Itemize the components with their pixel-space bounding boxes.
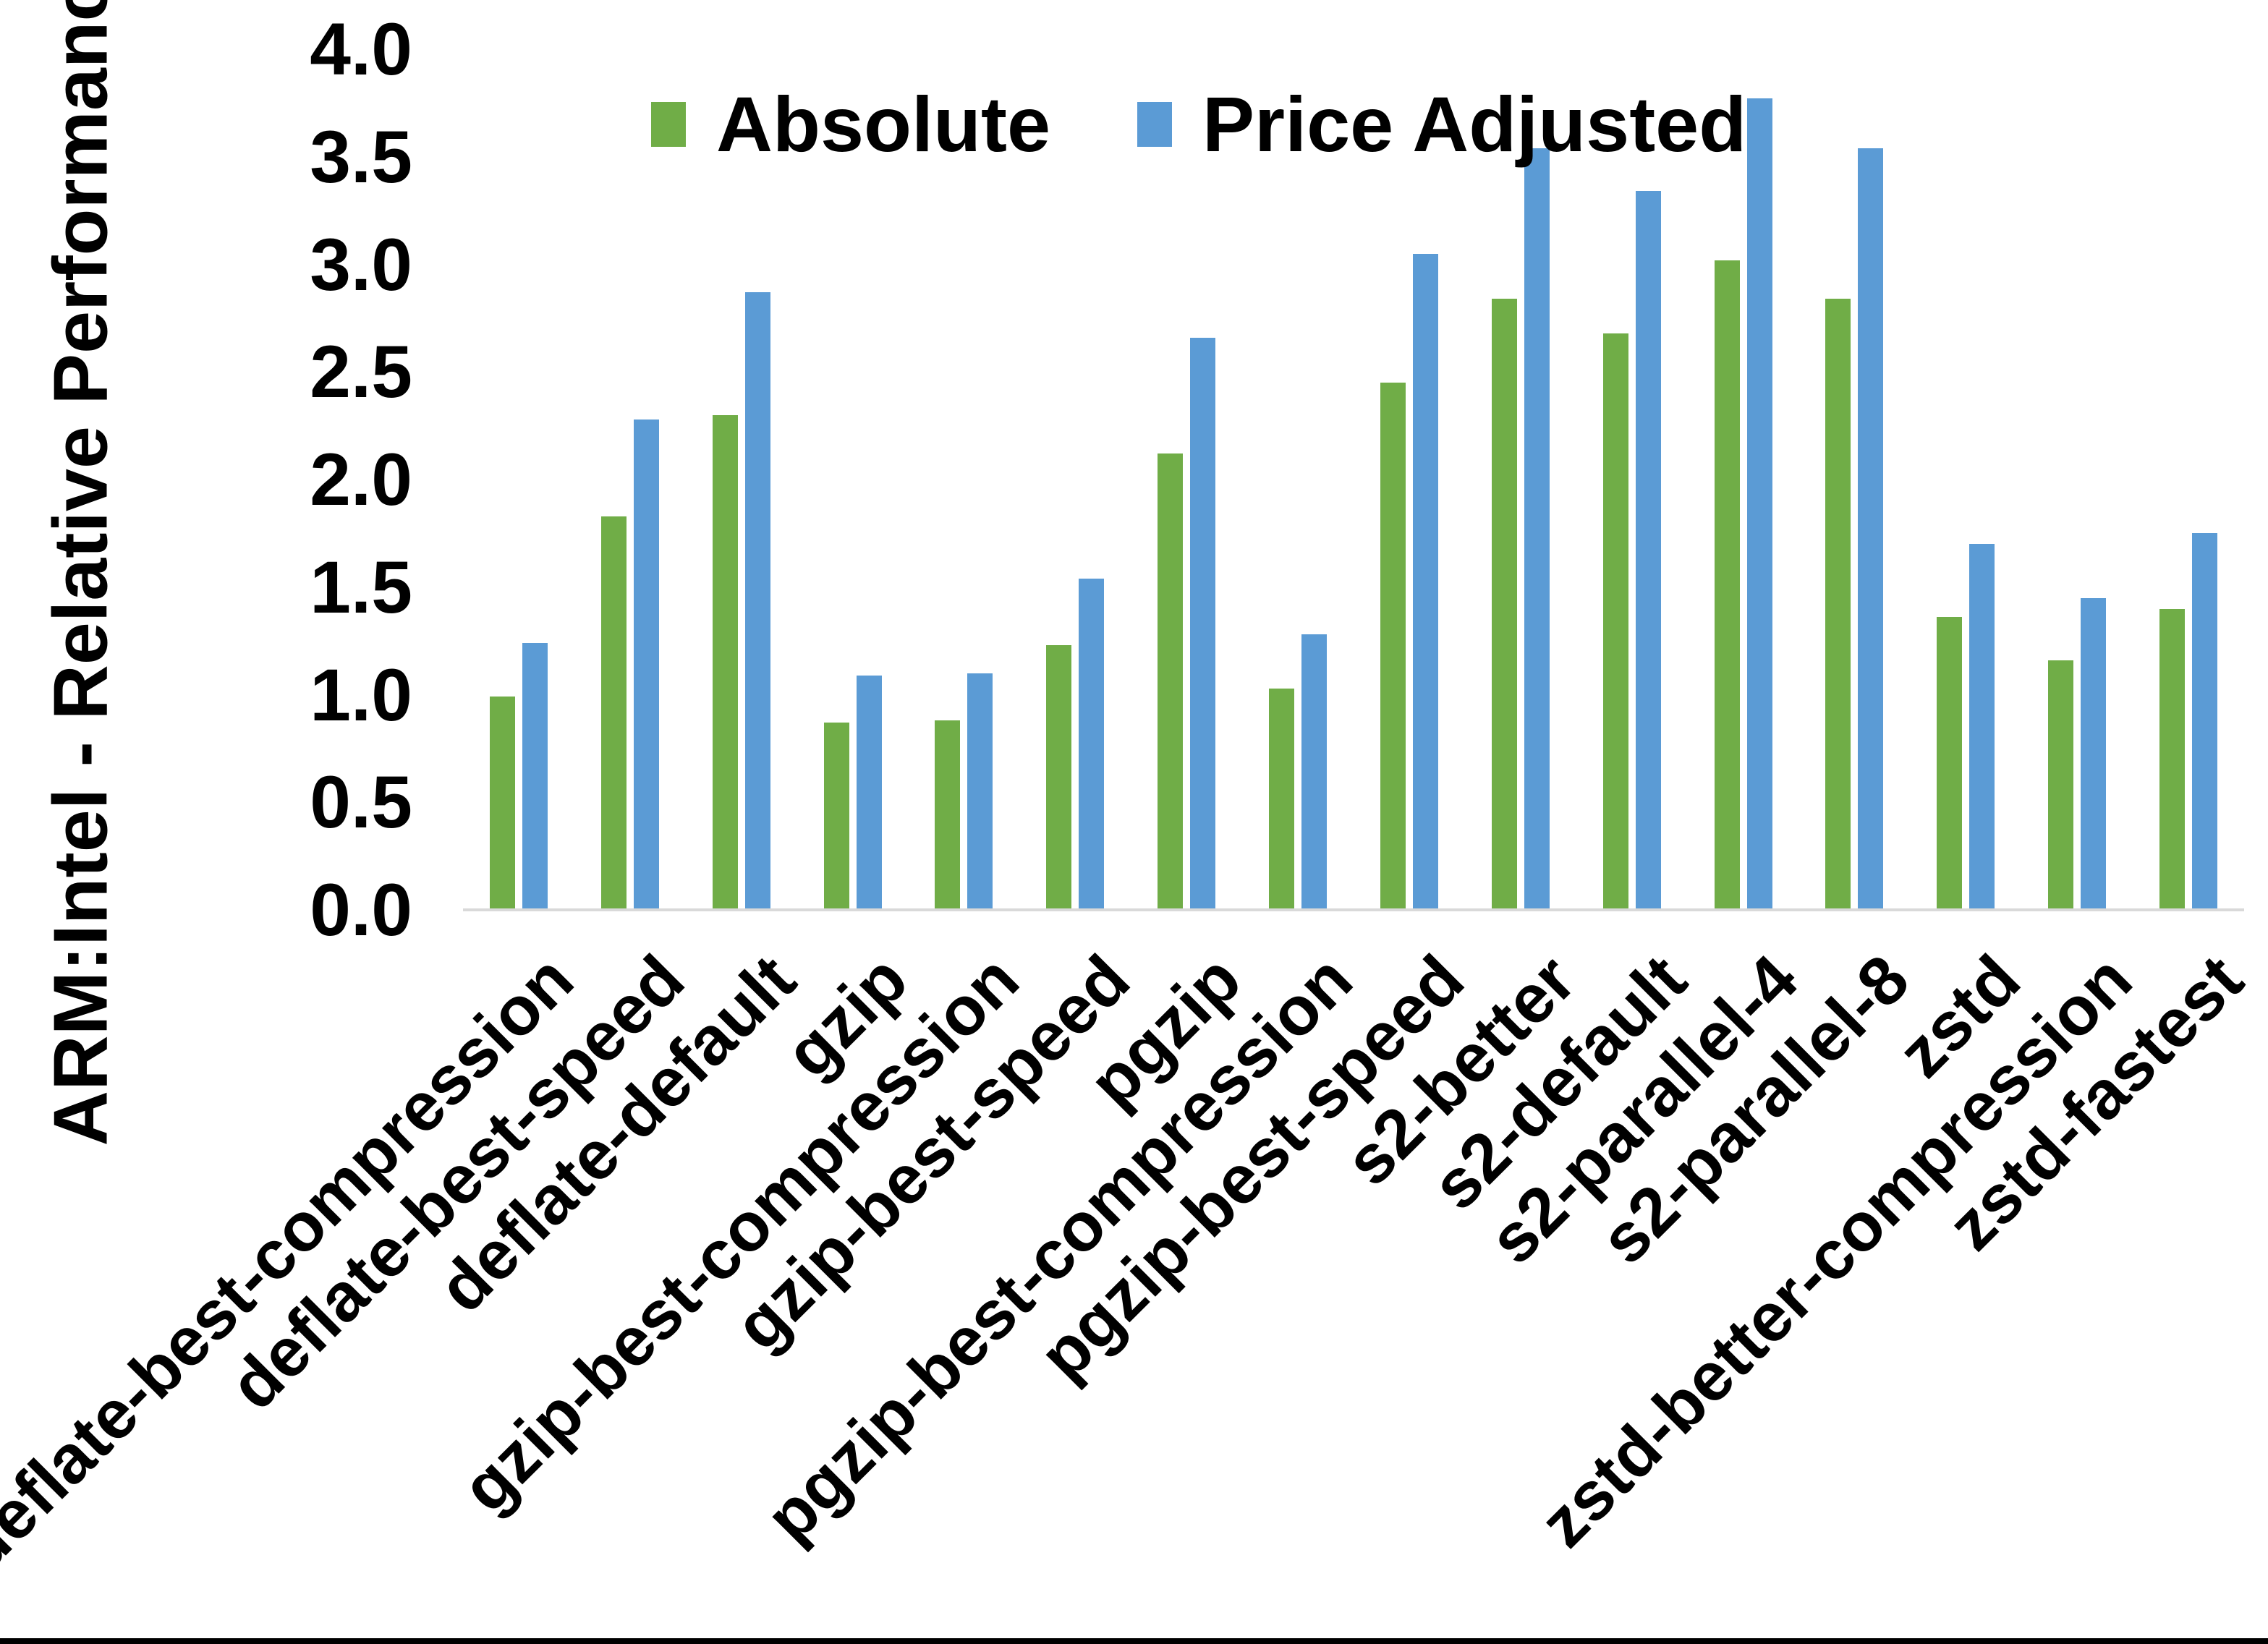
y-tick-label-0.5: 0.5 — [310, 761, 412, 844]
bar-absolute-s2-default — [1602, 333, 1628, 910]
bar-absolute-deflate-default — [712, 414, 738, 910]
bar-price-adjusted-gzip-best-speed — [1079, 578, 1105, 910]
bar-price-adjusted-zstd-better-compression — [2081, 597, 2107, 910]
bar-absolute-gzip — [823, 723, 849, 910]
legend-label: Price Adjusted — [1202, 80, 1747, 168]
y-tick-label-1.5: 1.5 — [310, 545, 412, 629]
legend-label: Absolute — [716, 80, 1051, 168]
legend-item-price-adjusted: Price Adjusted — [1137, 85, 1746, 163]
bar-absolute-zstd-fastest — [2159, 608, 2186, 910]
bar-price-adjusted-s2-default — [1635, 191, 1661, 910]
bar-absolute-s2-parallel-4 — [1714, 260, 1740, 910]
y-tick-label-2.5: 2.5 — [310, 331, 412, 414]
bar-price-adjusted-pgzip-best-compression — [1301, 634, 1328, 910]
bar-absolute-zstd — [1937, 617, 1963, 910]
bar-price-adjusted-deflate-best-compression — [522, 643, 548, 910]
bar-price-adjusted-deflate-default — [744, 292, 770, 910]
y-tick-label-1.0: 1.0 — [310, 653, 412, 736]
bar-price-adjusted-s2-parallel-4 — [1746, 98, 1772, 910]
bar-price-adjusted-gzip-best-compression — [967, 673, 993, 910]
bar-absolute-pgzip — [1158, 453, 1184, 910]
bar-price-adjusted-s2-parallel-8 — [1858, 148, 1884, 910]
legend-item-absolute: Absolute — [651, 85, 1050, 163]
bar-absolute-s2-parallel-8 — [1825, 299, 1851, 910]
y-tick-label-0.0: 0.0 — [310, 869, 412, 951]
legend: Absolute Price Adjusted — [651, 85, 1746, 163]
y-tick-label-3.0: 3.0 — [310, 223, 412, 306]
legend-swatch-icon — [1137, 102, 1173, 147]
bar-absolute-pgzip-best-speed — [1380, 383, 1406, 910]
bar-absolute-gzip-best-compression — [935, 720, 961, 910]
bar-price-adjusted-zstd-fastest — [2192, 533, 2218, 910]
bar-absolute-gzip-best-speed — [1046, 645, 1072, 910]
bottom-border-strip — [0, 1638, 2268, 1644]
y-tick-label-4.0: 4.0 — [310, 8, 412, 90]
bar-absolute-deflate-best-speed — [600, 516, 627, 910]
bar-price-adjusted-pgzip-best-speed — [1412, 253, 1438, 910]
x-axis-line — [463, 908, 2244, 911]
y-axis-title: ARM:Intel - Relative Performance — [38, 0, 124, 1146]
bar-absolute-pgzip-best-compression — [1269, 688, 1295, 910]
legend-swatch-icon — [651, 102, 686, 147]
bar-absolute-s2-better — [1491, 299, 1517, 910]
bar-price-adjusted-s2-better — [1524, 148, 1550, 910]
bar-price-adjusted-pgzip — [1190, 337, 1216, 910]
bar-price-adjusted-gzip — [856, 675, 882, 910]
y-tick-label-3.5: 3.5 — [310, 115, 412, 198]
bar-price-adjusted-zstd — [1969, 544, 1995, 910]
bar-absolute-zstd-better-compression — [2048, 660, 2074, 910]
y-tick-label-2.0: 2.0 — [310, 438, 412, 521]
bar-price-adjusted-deflate-best-speed — [633, 419, 659, 910]
bar-absolute-deflate-best-compression — [489, 697, 515, 910]
